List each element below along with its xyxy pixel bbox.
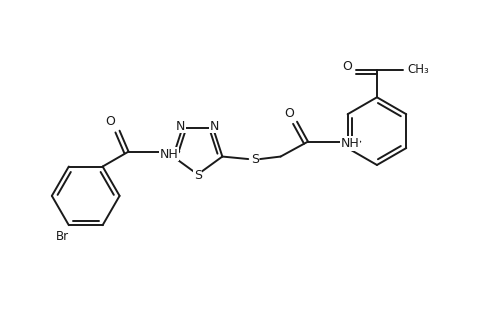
Text: N: N [210, 120, 220, 133]
Text: Br: Br [56, 230, 70, 243]
Text: S: S [250, 152, 258, 166]
Text: S: S [194, 169, 202, 182]
Text: NH: NH [160, 148, 178, 160]
Text: O: O [342, 60, 352, 74]
Text: NH: NH [341, 137, 359, 150]
Text: CH₃: CH₃ [407, 63, 428, 76]
Text: N: N [176, 120, 185, 133]
Text: O: O [284, 107, 294, 120]
Text: O: O [106, 115, 116, 128]
